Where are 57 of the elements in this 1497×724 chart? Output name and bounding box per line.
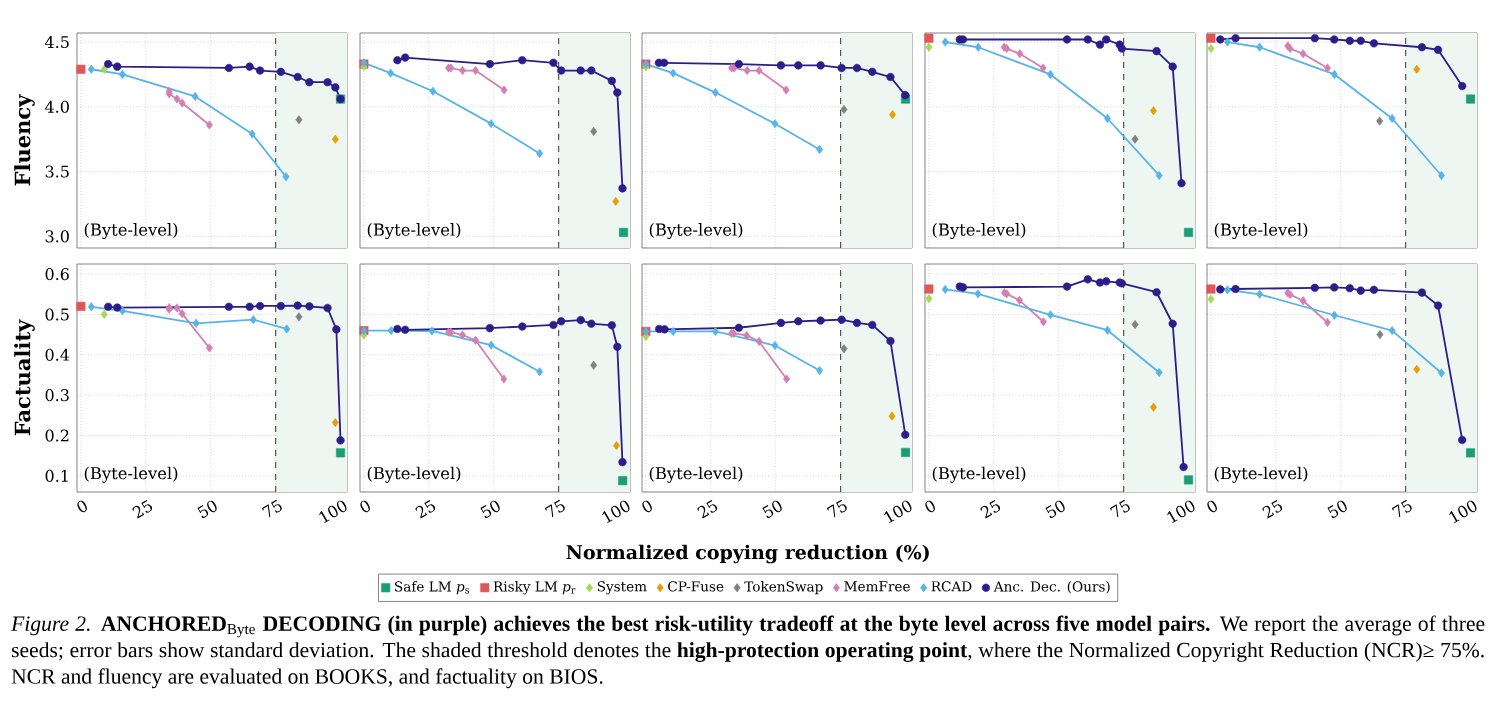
legend-label: RCAD [931, 581, 972, 592]
x-tick-label: 25 [697, 499, 718, 519]
x-tick-label: 100 [602, 500, 630, 524]
x-tick-label: 100 [319, 500, 347, 524]
x-tick-label: 0 [642, 500, 652, 513]
annotation: (Byte-level) [1214, 466, 1308, 483]
y-tick-label: 0.2 [45, 429, 69, 442]
annotation: (Byte-level) [649, 466, 743, 483]
x-tick-label: 0 [360, 500, 370, 513]
text: Figure 2. ANCHORED$_{Byte}$ DECODING (in purple) achieves the best risk-utility tradeoff at the byte level across five model pairs. We report the average of three seeds; error bars show standard deviation. The shaded threshold denotes the high-protection operating point, where the Normalized Copyright Reduction (NCR)≥ 75%. NCR and fluency are evaluated on BOOKS, and factuality on BIOS. [10, 615, 1485, 689]
annotation: (Byte-level) [84, 223, 178, 240]
y-axis-title: Factuality [14, 319, 35, 436]
x-tick-label: 25 [415, 499, 436, 519]
legend-label: System [597, 581, 647, 595]
annotation: (Byte-level) [1214, 223, 1308, 240]
legend-label: Safe LM p$_{s}$ [395, 581, 470, 595]
y-tick-label: 4.5 [45, 36, 69, 49]
legend-label: MemFree [844, 581, 910, 592]
x-tick-label: 75 [1391, 499, 1412, 518]
x-tick-label: 75 [544, 499, 565, 518]
y-tick-label: 0.3 [45, 389, 69, 402]
y-tick-label: 3.5 [45, 165, 69, 178]
y-tick-label: 0.6 [45, 268, 69, 281]
x-tick-label: 50 [480, 500, 500, 518]
x-tick-label: 0 [1207, 500, 1217, 513]
x-tick-label: 25 [1262, 499, 1283, 519]
x-tick-label: 25 [132, 499, 153, 519]
y-tick-label: 3.0 [45, 230, 69, 243]
x-tick-label: 75 [826, 499, 847, 518]
y-tick-label: 0.5 [45, 308, 69, 321]
x-tick-label: 75 [1109, 499, 1130, 518]
x-tick-label: 25 [980, 499, 1001, 519]
y-axis-title: Fluency [14, 94, 35, 186]
y-tick-label: 0.4 [45, 348, 70, 361]
legend-label: CP-Fuse [668, 581, 724, 592]
x-tick-label: 50 [1327, 500, 1347, 518]
x-tick-label: 50 [1045, 500, 1065, 518]
annotation: (Byte-level) [84, 466, 178, 483]
x-tick-label: 100 [1167, 500, 1195, 524]
x-tick-label: 100 [1449, 500, 1477, 524]
x-tick-label: 0 [77, 500, 87, 513]
annotation: (Byte-level) [367, 466, 461, 483]
x-tick-label: 100 [884, 500, 912, 524]
legend-label: Anc. Dec. (Ours) [993, 581, 1110, 594]
y-tick-label: 4.0 [45, 100, 69, 113]
x-tick-label: 50 [197, 500, 217, 518]
annotation: (Byte-level) [367, 223, 461, 240]
legend-label: TokenSwap [744, 581, 823, 595]
legend-label: Risky LM p$_{r}$ [493, 581, 576, 595]
x-tick-label: 75 [261, 499, 282, 518]
annotation: (Byte-level) [932, 466, 1026, 483]
x-tick-label: 50 [762, 500, 782, 518]
annotation: (Byte-level) [932, 223, 1026, 240]
annotation: (Byte-level) [649, 223, 743, 240]
y-tick-label: 0.1 [45, 469, 68, 482]
x-tick-label: 0 [925, 500, 935, 513]
x-axis-title: Normalized copying reduction (%) [566, 544, 929, 564]
